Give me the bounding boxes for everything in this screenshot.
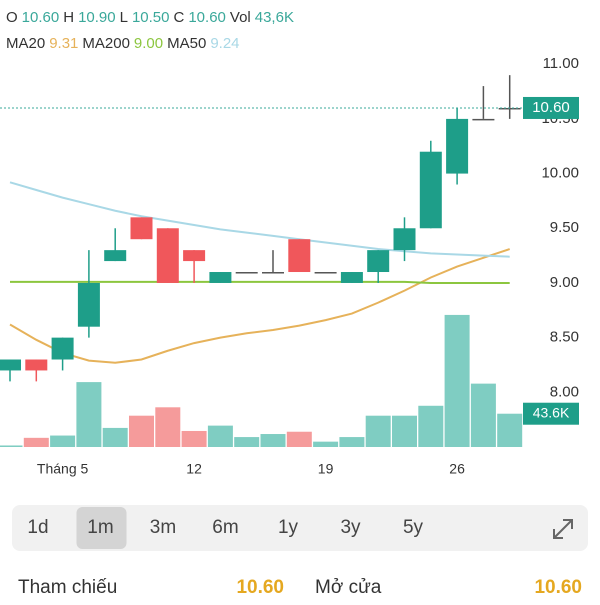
last-price-label: 10.60 [532,99,570,116]
footer-label: Tham chiếu [18,577,117,598]
ma-line [10,280,510,284]
y-tick-label: 8.50 [550,329,579,346]
tab[interactable]: 1d [27,517,48,538]
tab-bar [12,505,588,551]
volume-bar [392,415,417,447]
x-tick-label: 26 [449,461,465,477]
header-text: H [63,9,74,26]
candle-body [0,359,21,371]
ma-line [9,248,511,364]
volume-bar [418,405,444,447]
tab-selected-bg [76,507,127,549]
y-tick-label: 8.00 [550,383,579,400]
header-text: 10.60 [22,9,60,26]
tab[interactable]: 3m [150,517,176,538]
header-text: Vol [230,9,251,26]
header-text: 10.60 [188,9,226,26]
x-tick-label: 19 [318,461,334,477]
volume-label-box [523,402,579,425]
tab[interactable]: 6m [212,517,238,538]
volume-bar [260,434,286,447]
volume-bar [444,314,470,447]
volume-bar [339,437,365,447]
y-tick-label: 9.00 [550,274,579,291]
tab[interactable]: 5y [403,517,424,538]
header-text: MA200 [82,35,130,52]
candle-body [446,118,469,174]
volume-bar [181,430,207,447]
candle-body [314,272,337,274]
candle-body [130,217,153,240]
candle-body [498,107,521,110]
footer-value: 10.60 [236,577,284,598]
y-tick-label: 9.50 [550,219,579,236]
candle-body [183,250,206,262]
volume-bar [234,437,260,447]
volume-bar [0,445,23,447]
header-text: 9.31 [49,35,78,52]
volume-bar [470,383,496,447]
header-text: MA20 [6,35,45,52]
candle-body [262,272,284,274]
volume-bar [102,427,128,447]
last-price-box [523,96,579,119]
header-text: O [6,9,18,26]
ma-line [9,181,510,258]
tab[interactable]: 1y [278,517,299,538]
footer-value: 10.60 [534,577,582,598]
volume-bar [23,437,49,447]
volume-bar [129,415,154,447]
tab[interactable]: 3y [340,517,361,538]
volume-bar [50,435,76,447]
x-tick-label: 12 [186,461,202,477]
header-text: 9.00 [134,35,163,52]
candle-body [209,272,232,283]
volume-bar [497,413,523,447]
header-text: C [174,9,185,26]
header-text: L [120,9,128,26]
candle-body [419,151,442,229]
candle-body [340,272,363,283]
footer-label: Mở cửa [315,577,382,598]
volume-bar [207,425,233,447]
volume-bar [286,431,312,447]
x-tick-label: Tháng 5 [37,461,89,477]
candle-body [472,118,495,121]
volume-label: 43.6K [533,404,570,420]
y-tick-label: 10.00 [541,165,579,182]
candle-body [393,228,416,251]
candle-body [156,228,179,283]
volume-bar [155,407,181,447]
y-tick-label: 11.00 [543,55,579,72]
header-text: 10.50 [132,9,170,26]
header-text: MA50 [167,35,206,52]
candle-body [235,272,258,274]
candle-body [77,282,100,327]
candle-body [51,337,74,360]
tab[interactable]: 1m [87,517,113,538]
header-text: 43,6K [255,9,294,26]
candle-body [25,359,48,371]
volume-bar [365,415,391,447]
header-text: 10.90 [78,9,116,26]
expand-icon[interactable] [553,519,573,539]
volume-bar [76,382,102,447]
header-text: 9.24 [210,35,239,52]
candle-body [104,250,127,262]
volume-bar [313,441,339,447]
candle-body [288,239,311,273]
candle-body [367,250,390,273]
